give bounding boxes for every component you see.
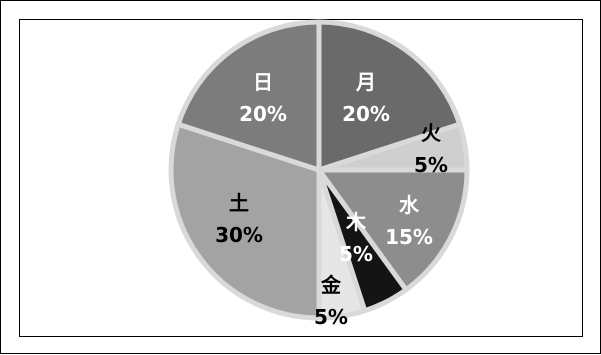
slice-name-label: 木 — [345, 210, 367, 234]
slice-percent-label: 20% — [342, 102, 390, 126]
slice-percent-label: 5% — [339, 242, 373, 266]
slice-name-label: 土 — [229, 191, 249, 215]
pie-slice — [168, 121, 322, 321]
pie-slice — [316, 167, 470, 293]
slice-percent-label: 5% — [414, 153, 448, 177]
slice-name-label: 月 — [355, 70, 376, 94]
pie-slice — [175, 19, 322, 173]
slice-percent-label: 5% — [314, 305, 348, 329]
slice-name-label: 日 — [253, 70, 273, 94]
slice-percent-label: 30% — [215, 223, 263, 247]
slice-name-label: 水 — [399, 193, 420, 217]
pie-slice — [316, 19, 463, 173]
slice-percent-label: 20% — [239, 102, 287, 126]
slice-name-label: 火 — [421, 121, 442, 145]
slice-name-label: 金 — [320, 273, 342, 297]
slice-percent-label: 15% — [385, 225, 433, 249]
